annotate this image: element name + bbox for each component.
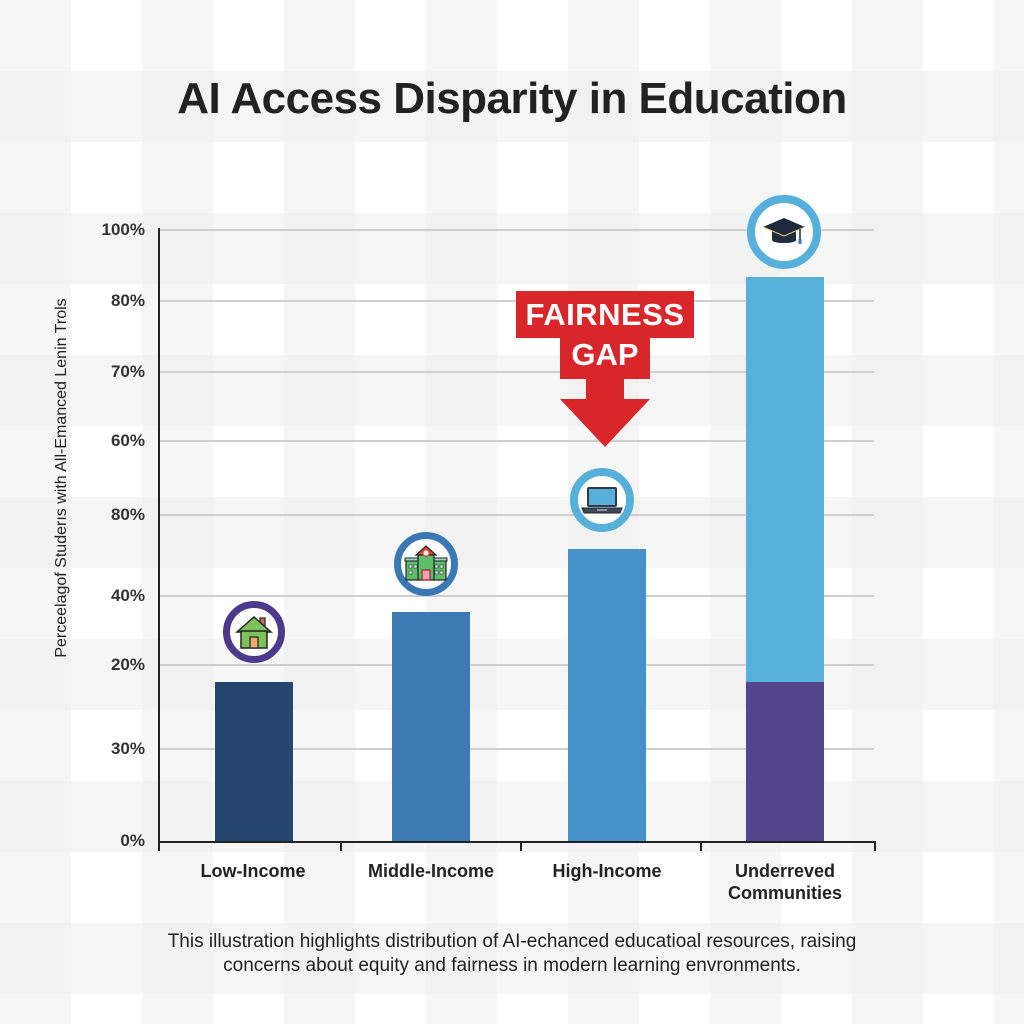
x-label-line2: Communities: [727, 883, 842, 903]
bar-segment-base: [746, 682, 824, 841]
gridline: [160, 440, 874, 442]
school-building-icon-badge: [394, 532, 458, 596]
house-icon-badge: [223, 601, 285, 663]
gridline: [160, 748, 874, 750]
y-axis-label: Perceelagof Studerıs with All-Emanced Le…: [53, 298, 70, 658]
arrow-stem: [586, 379, 624, 401]
bar-middle-income: [392, 612, 470, 841]
y-tick-label: 80%: [110, 291, 145, 310]
x-tick: [700, 841, 702, 851]
chart-title: AI Access Disparity in Education: [177, 74, 847, 123]
x-tick: [340, 841, 342, 851]
y-tick-label: 70%: [110, 362, 145, 381]
bar-high-income: [568, 549, 646, 841]
y-tick-label: 0%: [120, 831, 145, 850]
x-tick: [158, 841, 160, 851]
x-label-underserved-communities: Underreved Communities: [695, 860, 875, 904]
bar-underserved-communities: [746, 277, 824, 841]
x-tick: [520, 841, 522, 851]
y-tick-label: 20%: [110, 655, 145, 674]
y-tick-label: 30%: [110, 739, 145, 758]
gridline: [160, 371, 874, 373]
y-axis-line: [158, 228, 160, 842]
x-label-line1: Underreved: [734, 861, 836, 881]
laptop-icon-badge: [570, 468, 634, 532]
callout-box-lower: [560, 337, 650, 379]
caption-line2: concerns about equity and fairness in mo…: [223, 955, 801, 976]
gridline: [160, 229, 874, 231]
x-tick: [874, 841, 876, 851]
caption-line1: This illustration highlights distributio…: [167, 931, 857, 952]
gridline: [160, 664, 874, 666]
y-tick-label: 80%: [110, 505, 145, 524]
x-label-low-income: Low-Income: [200, 861, 306, 881]
x-axis-line: [158, 841, 876, 843]
gridline: [160, 514, 874, 516]
graduation-cap-icon: [762, 218, 806, 244]
y-tick-label: 60%: [110, 431, 145, 450]
x-label-high-income: High-Income: [552, 861, 662, 881]
x-label-middle-income: Middle-Income: [367, 861, 494, 881]
bar-segment-top: [746, 277, 824, 682]
y-tick-label: 100%: [101, 220, 145, 239]
callout-box: [516, 291, 694, 338]
callout-text-line2: GAP: [571, 337, 639, 372]
arrow-down-icon: [560, 399, 650, 447]
graduation-cap-icon-badge: [747, 195, 821, 269]
gridline: [160, 595, 874, 597]
house-icon: [235, 615, 273, 649]
chart-caption: This illustration highlights distributio…: [0, 930, 1024, 978]
laptop-icon: [581, 487, 623, 514]
callout-text-line1: FAIRNESS: [525, 297, 685, 332]
school-building-icon: [404, 545, 448, 581]
y-tick-label: 40%: [110, 586, 145, 605]
bar-low-income: [215, 682, 293, 841]
